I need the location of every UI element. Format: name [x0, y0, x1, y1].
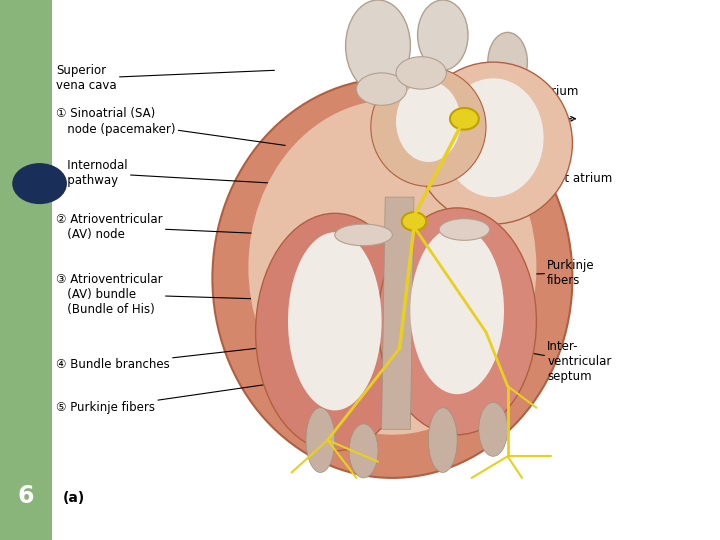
Ellipse shape: [439, 219, 490, 240]
Ellipse shape: [248, 100, 536, 435]
Circle shape: [12, 163, 67, 204]
Text: ④ Bundle branches: ④ Bundle branches: [56, 346, 278, 371]
Ellipse shape: [212, 78, 572, 478]
Ellipse shape: [288, 232, 382, 410]
Text: Superior
vena cava: Superior vena cava: [56, 64, 274, 92]
Ellipse shape: [349, 424, 378, 478]
Text: ③ Atrioventricular
   (AV) bundle
   (Bundle of His): ③ Atrioventricular (AV) bundle (Bundle o…: [56, 273, 282, 316]
Text: Purkinje
fibers: Purkinje fibers: [500, 259, 595, 287]
Text: Right atrium: Right atrium: [428, 85, 578, 105]
Ellipse shape: [396, 81, 461, 162]
Bar: [52, 0, 282, 70]
Ellipse shape: [479, 402, 508, 456]
Ellipse shape: [256, 213, 414, 451]
Ellipse shape: [414, 62, 572, 224]
Ellipse shape: [335, 224, 392, 246]
Circle shape: [450, 108, 479, 130]
Ellipse shape: [378, 208, 536, 435]
Ellipse shape: [306, 408, 335, 472]
Text: Internodal
   pathway: Internodal pathway: [56, 159, 278, 187]
Text: ① Sinoatrial (SA)
   node (pacemaker): ① Sinoatrial (SA) node (pacemaker): [56, 107, 285, 145]
Text: 6: 6: [18, 484, 34, 508]
Ellipse shape: [443, 78, 544, 197]
Bar: [0, 0, 52, 540]
Text: ② Atrioventricular
   (AV) node: ② Atrioventricular (AV) node: [56, 213, 289, 241]
Ellipse shape: [418, 0, 468, 70]
Text: ⑤ Purkinje fibers: ⑤ Purkinje fibers: [56, 384, 271, 414]
Polygon shape: [382, 197, 414, 429]
Circle shape: [402, 212, 426, 231]
Ellipse shape: [396, 57, 446, 89]
Ellipse shape: [356, 73, 407, 105]
Ellipse shape: [410, 227, 504, 394]
Ellipse shape: [371, 68, 486, 186]
Text: Left atrium: Left atrium: [492, 172, 613, 188]
Ellipse shape: [428, 408, 457, 472]
Ellipse shape: [346, 0, 410, 92]
Text: (a): (a): [63, 491, 85, 505]
Text: Inter-
ventricular
septum: Inter- ventricular septum: [492, 340, 611, 383]
Ellipse shape: [488, 32, 527, 92]
